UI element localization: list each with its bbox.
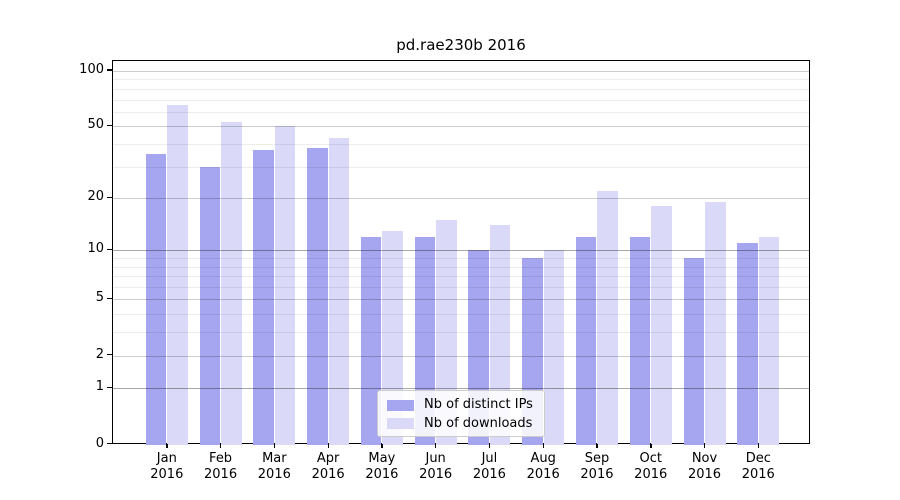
gridline-y-2 <box>113 355 809 357</box>
y-tick-label-0: 0 <box>95 435 104 451</box>
bar-ip-nov <box>683 258 704 445</box>
gridline-y-minor-80 <box>113 88 809 90</box>
legend-swatch-downloads <box>387 418 414 430</box>
bar-dl-aug <box>543 250 565 445</box>
y-tick-10 <box>107 248 112 251</box>
bar-dl-nov <box>705 202 726 445</box>
plot-area <box>112 60 810 445</box>
x-tick-jun <box>435 444 437 448</box>
bar-dl-mar <box>274 126 296 445</box>
x-tick-label-mar: Mar 2016 <box>257 451 291 482</box>
x-tick-label-dec: Dec 2016 <box>741 451 775 482</box>
chart-title: pd.rae230b 2016 <box>396 36 526 54</box>
x-tick-oct <box>650 444 652 448</box>
gridline-y-minor-90 <box>113 79 809 81</box>
gridline-y-minor-40 <box>113 143 809 145</box>
bar-ip-apr <box>307 148 328 445</box>
bar-dl-jan <box>167 105 188 445</box>
bar-ip-dec <box>737 243 758 445</box>
gridline-y-minor-7 <box>113 276 809 278</box>
gridline-y-minor-3 <box>113 332 809 334</box>
x-tick-label-oct: Oct 2016 <box>634 451 668 482</box>
gridline-y-minor-60 <box>113 111 809 113</box>
legend-item-distinct-ips: Nb of distinct IPs <box>378 396 544 415</box>
gridline-y-minor-70 <box>113 99 809 101</box>
x-tick-label-jan: Jan 2016 <box>150 451 184 482</box>
bar-dl-sep <box>597 190 618 445</box>
gridline-y-minor-8 <box>113 266 809 268</box>
y-tick-label-20: 20 <box>87 189 104 205</box>
x-tick-jan <box>166 444 168 448</box>
gridline-y-10 <box>113 250 809 252</box>
bar-ip-jan <box>145 154 167 445</box>
bar-dl-feb <box>221 121 242 445</box>
bar-ip-oct <box>629 236 651 445</box>
gridline-y-20 <box>113 198 809 200</box>
bar-dl-jun <box>436 220 457 445</box>
bar-ip-mar <box>253 150 274 445</box>
gridline-y-50 <box>113 126 809 128</box>
legend-label-distinct-ips: Nb of distinct IPs <box>424 397 533 413</box>
x-tick-label-jun: Jun 2016 <box>419 451 453 482</box>
x-tick-label-jul: Jul 2016 <box>472 451 506 482</box>
x-tick-label-may: May 2016 <box>365 451 399 482</box>
bar-ip-may <box>360 236 382 445</box>
y-tick-100 <box>107 69 112 71</box>
bar-dl-dec <box>758 236 780 445</box>
x-tick-sep <box>596 444 598 448</box>
y-tick-label-5: 5 <box>95 290 104 306</box>
legend-swatch-distinct-ips <box>387 399 414 411</box>
x-tick-label-feb: Feb 2016 <box>204 451 238 482</box>
y-tick-50 <box>107 124 112 127</box>
x-tick-dec <box>757 444 760 448</box>
gridline-y-minor-30 <box>113 166 809 168</box>
bar-ip-feb <box>199 166 221 445</box>
y-tick-label-50: 50 <box>87 117 104 133</box>
legend: Nb of distinct IPs Nb of downloads <box>377 390 545 437</box>
x-tick-mar <box>273 444 276 448</box>
x-tick-may <box>381 444 383 448</box>
y-tick-label-2: 2 <box>95 346 104 362</box>
x-tick-label-nov: Nov 2016 <box>687 451 722 482</box>
x-tick-label-aug: Aug 2016 <box>526 451 560 482</box>
y-tick-5 <box>107 297 112 300</box>
y-tick-label-1: 1 <box>95 379 104 395</box>
gridline-y-100 <box>113 70 809 72</box>
x-tick-aug <box>542 444 544 448</box>
x-tick-nov <box>704 444 706 448</box>
x-tick-apr <box>327 444 329 448</box>
gridline-y-1 <box>113 388 809 390</box>
legend-label-downloads: Nb of downloads <box>424 415 533 431</box>
x-tick-jul <box>488 444 491 448</box>
gridline-y-minor-6 <box>113 287 809 289</box>
bar-ip-sep <box>575 236 597 445</box>
bar-dl-apr <box>328 138 350 445</box>
x-tick-label-sep: Sep 2016 <box>580 451 614 482</box>
y-tick-20 <box>107 196 112 198</box>
bar-dl-oct <box>651 206 672 445</box>
y-tick-1 <box>107 386 112 389</box>
legend-item-downloads: Nb of downloads <box>378 415 544 434</box>
gridline-y-minor-4 <box>113 314 809 316</box>
y-tick-2 <box>107 354 112 356</box>
gridline-y-5 <box>113 299 809 301</box>
y-tick-0 <box>107 443 112 445</box>
y-tick-label-100: 100 <box>79 61 104 77</box>
gridline-y-minor-9 <box>113 258 809 260</box>
x-tick-feb <box>220 444 222 448</box>
x-tick-label-apr: Apr 2016 <box>311 451 345 482</box>
y-tick-label-10: 10 <box>87 241 104 257</box>
